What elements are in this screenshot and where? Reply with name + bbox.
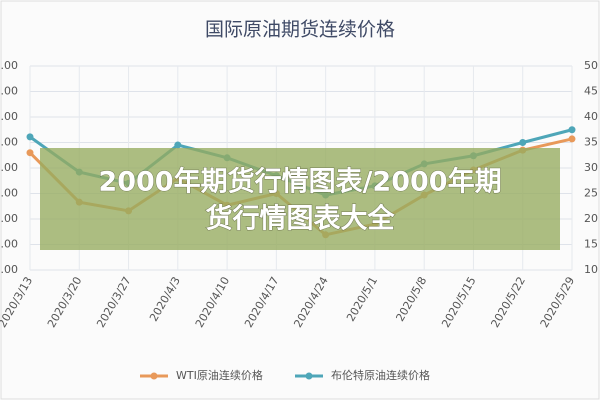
point <box>568 126 576 134</box>
legend-label: 布伦特原油连续价格 <box>331 368 430 382</box>
chart-title: 国际原油期货连续价格 <box>205 19 395 41</box>
y2-tick-label: 25 <box>584 187 598 200</box>
y2-tick-label: 30 <box>584 161 598 174</box>
legend-marker <box>150 372 158 380</box>
y-tick-label: 20.00 <box>0 212 18 225</box>
y-tick-label: 40.00 <box>0 110 18 123</box>
y-tick-label: 25.00 <box>0 187 18 200</box>
y2-tick-label: 50 <box>584 59 598 72</box>
y2-tick-label: 15 <box>584 238 598 251</box>
y2-tick-label: 10 <box>584 263 598 276</box>
y-tick-label: 45.00 <box>0 85 18 98</box>
point <box>568 135 576 143</box>
legend-label: WTI原油连续价格 <box>176 368 263 382</box>
point <box>26 133 34 141</box>
point <box>26 149 34 157</box>
banner-text: 货行情图表大全 <box>206 203 396 235</box>
y2-tick-label: 45 <box>584 85 598 98</box>
y-tick-label: 35.00 <box>0 136 18 149</box>
y2-tick-label: 20 <box>584 212 598 225</box>
point <box>519 139 527 146</box>
banner <box>40 148 560 250</box>
legend-marker <box>305 372 313 380</box>
y2-tick-label: 35 <box>584 136 598 149</box>
y-tick-label: 50.00 <box>0 59 18 72</box>
y-tick-label: 10.00 <box>0 263 18 276</box>
y-tick-label: 15.00 <box>0 238 18 251</box>
point <box>174 141 182 149</box>
y-tick-label: 30.00 <box>0 161 18 174</box>
y2-tick-label: 40 <box>584 110 598 123</box>
banner-text: 2000年期货行情图表/2000年期 <box>98 166 501 198</box>
